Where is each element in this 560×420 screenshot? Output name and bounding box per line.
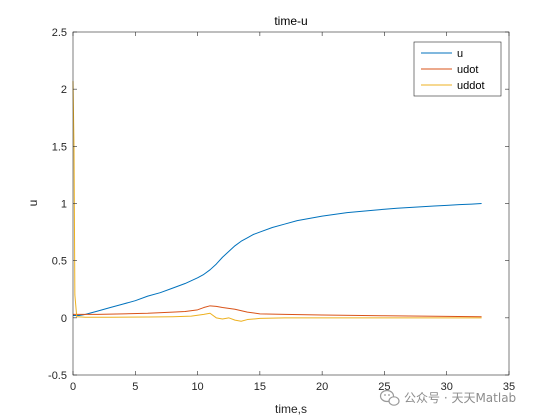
- watermark: 公众号 · 天天Matlab: [379, 389, 516, 406]
- series-line-u: [73, 203, 482, 317]
- series-layer: [72, 81, 482, 322]
- wechat-icon: [379, 389, 400, 406]
- x-tick-label: 5: [132, 381, 138, 393]
- watermark-text: 公众号 · 天天Matlab: [404, 391, 516, 405]
- x-tick-label: 15: [254, 381, 266, 393]
- y-axis-title: u: [26, 200, 40, 207]
- x-tick-label: 0: [70, 381, 76, 393]
- series-line-uddot: [72, 81, 482, 322]
- chart-title: time-u: [274, 14, 307, 28]
- x-tick-label: 30: [441, 381, 453, 393]
- y-tick-label: 1.5: [52, 141, 67, 153]
- x-tick-label: 10: [191, 381, 203, 393]
- y-tick-label: 0: [61, 313, 67, 325]
- y-tick-label: 0.5: [52, 256, 67, 268]
- x-axis-title: time,s: [275, 402, 307, 416]
- y-tick-label: -0.5: [48, 370, 67, 382]
- y-tick-label: 1: [61, 199, 67, 211]
- legend: u udot uddot: [413, 41, 502, 97]
- legend-label-uddot: uddot: [457, 80, 485, 92]
- legend-label-u: u: [457, 48, 463, 60]
- y-tick-label: 2.5: [52, 27, 67, 39]
- x-tick-label: 20: [316, 381, 328, 393]
- legend-label-udot: udot: [457, 64, 478, 76]
- x-tick-label: 35: [503, 381, 515, 393]
- series-line-udot: [73, 305, 482, 318]
- y-tick-label: 2: [61, 84, 67, 96]
- ticks-layer: 0 5 10 15 20 25 30 35-0.500.511.522.5: [48, 27, 515, 393]
